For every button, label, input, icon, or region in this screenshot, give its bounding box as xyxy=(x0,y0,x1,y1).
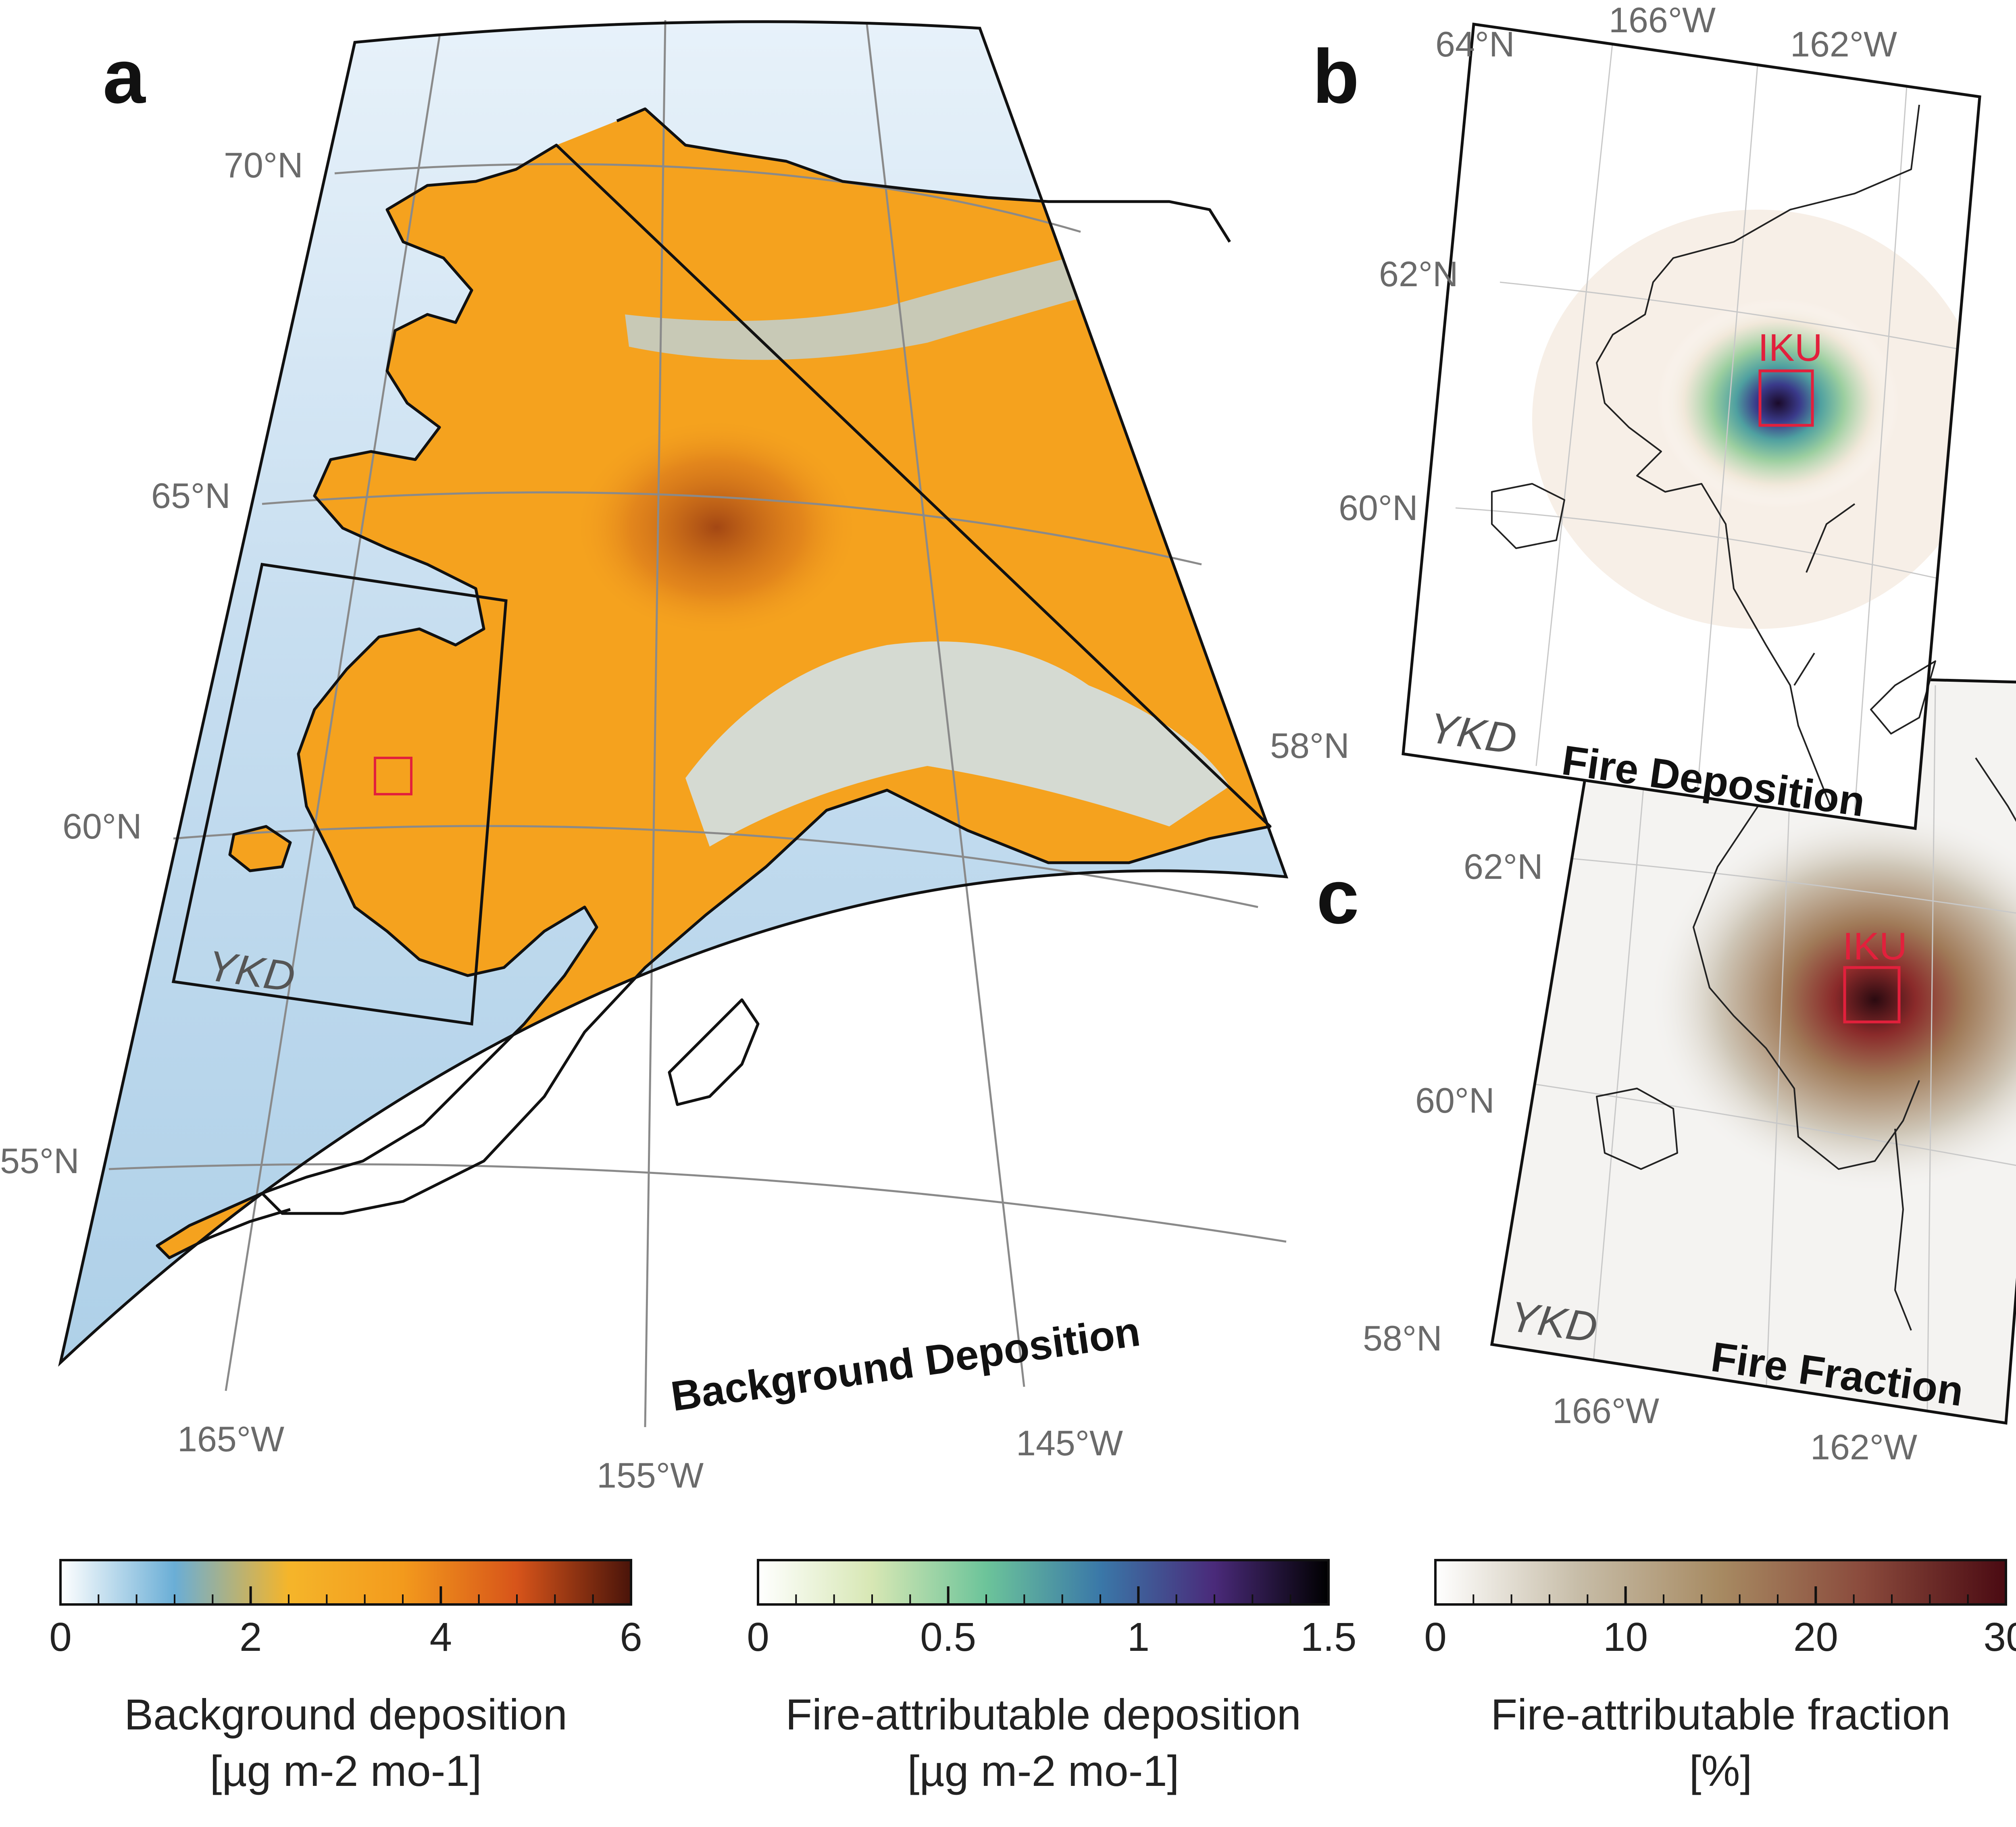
colorbar-label: Fire-attributable deposition xyxy=(785,1690,1301,1739)
colorbar-tick-label: 6 xyxy=(620,1615,642,1660)
panel-c-lat-label: 60°N xyxy=(1415,1080,1495,1120)
panel-b-lat-label: 58°N xyxy=(1270,726,1350,766)
ykd-region-box xyxy=(171,563,508,1026)
colorbar-unit-label: [µg m-2 mo-1] xyxy=(907,1746,1179,1795)
colorbar-tick-label: 1 xyxy=(1127,1615,1150,1660)
aleutian-coastline xyxy=(156,1192,291,1259)
panel-b-letter: b xyxy=(1312,34,1359,119)
kodiak-coastline xyxy=(668,998,760,1106)
colorbar-tick-label: 0 xyxy=(1424,1615,1447,1660)
panel-a-lat-label: 60°N xyxy=(62,806,142,846)
colorbar-tick-label: 10 xyxy=(1603,1615,1648,1660)
panel-c-site-label: IKU xyxy=(1843,925,1907,968)
alaska-coastline xyxy=(260,107,1272,1215)
panel-c: IKU c YKD Fire Fraction 62°N 60°N 58°N 1… xyxy=(1316,670,2016,1467)
colorbar-gradient xyxy=(59,1559,632,1606)
panel-c-letter: c xyxy=(1316,854,1359,940)
nunivak-island xyxy=(230,826,290,871)
panel-a-lat-label: 70°N xyxy=(224,145,303,185)
colorbar-tick-label: 0 xyxy=(747,1615,769,1660)
colorbar-tick-label: 4 xyxy=(430,1615,452,1660)
southcentral-low xyxy=(685,641,1230,847)
colorbar-fire: 0 0.5 1 1.5 Fire-attributable deposition [µg … xyxy=(747,1559,1357,1795)
colorbar-tick-label: 20 xyxy=(1793,1615,1838,1660)
panel-a-lon-label: 155°W xyxy=(597,1455,704,1495)
iku-site-box-c xyxy=(1843,966,1901,1024)
colorbar-background: 0 2 4 6 Background deposition [µg m-2 mo-1] xyxy=(49,1559,642,1795)
colorbar-tick-label: 1.5 xyxy=(1300,1615,1356,1660)
panel-a-lat-label: 65°N xyxy=(151,476,231,516)
panel-a-graticule xyxy=(108,20,1287,1427)
colorbar-gradient xyxy=(1434,1559,2007,1606)
panel-b-coastline xyxy=(1491,104,1936,807)
colorbar-label: Background deposition xyxy=(124,1690,567,1739)
colorbar-tick-label: 0.5 xyxy=(920,1615,976,1660)
panel-b-frame xyxy=(1402,23,1981,830)
panel-b-lat-label: 64°N xyxy=(1435,24,1515,64)
colorbar-fraction: 0 10 20 30 Fire-attributable fraction [%] xyxy=(1424,1559,2016,1795)
colorbar-tick-label: 0 xyxy=(49,1615,72,1660)
colorbar-tick-label: 30 xyxy=(1983,1615,2016,1660)
panel-b-plume xyxy=(1657,298,1899,508)
panel-a-letter: a xyxy=(103,34,146,119)
interior-hotspot xyxy=(573,417,860,638)
panel-a-lat-label: 55°N xyxy=(0,1141,79,1181)
colorbar-unit-label: [µg m-2 mo-1] xyxy=(210,1746,481,1795)
colorbar-tick-label: 2 xyxy=(240,1615,262,1660)
panel-b: IKU b YKD Fire Deposition 64°N 62°N 60°N… xyxy=(1270,0,1981,830)
panel-b-lon-label: 166°W xyxy=(1609,0,1716,40)
panel-a: a YKD Background Deposition 70°N 65°N 60… xyxy=(0,20,1289,1495)
brooks-range-low xyxy=(625,234,1210,360)
panel-c-lat-label: 58°N xyxy=(1363,1318,1442,1358)
panel-a-frame xyxy=(58,20,1289,1367)
panel-b-lat-label: 60°N xyxy=(1339,488,1418,528)
panel-c-lon-label: 162°W xyxy=(1810,1427,1917,1467)
kodiak-island xyxy=(669,1000,758,1105)
panel-b-lon-label: 162°W xyxy=(1790,24,1897,64)
colorbar-gradient xyxy=(757,1559,1330,1606)
panel-c-lon-label: 166°W xyxy=(1552,1391,1659,1431)
colorbar-label: Fire-attributable fraction xyxy=(1491,1690,1951,1739)
alaska-landmass xyxy=(262,109,1270,1213)
iku-site-box-b xyxy=(1758,369,1814,427)
iku-site-box-a xyxy=(374,757,412,795)
panel-a-lon-label: 145°W xyxy=(1016,1423,1123,1463)
panel-a-lon-label: 165°W xyxy=(177,1419,284,1459)
panel-c-lat-label: 62°N xyxy=(1464,847,1543,886)
panel-c-coastline xyxy=(1596,725,2016,1331)
nunivak-coastline xyxy=(228,825,292,872)
panel-b-lat-label: 62°N xyxy=(1379,254,1458,294)
panel-c-plume xyxy=(1649,806,2016,1193)
panel-a-title: Background Deposition xyxy=(668,1308,1143,1420)
colorbar-unit-label: [%] xyxy=(1689,1746,1752,1795)
panel-b-site-label: IKU xyxy=(1758,326,1822,369)
